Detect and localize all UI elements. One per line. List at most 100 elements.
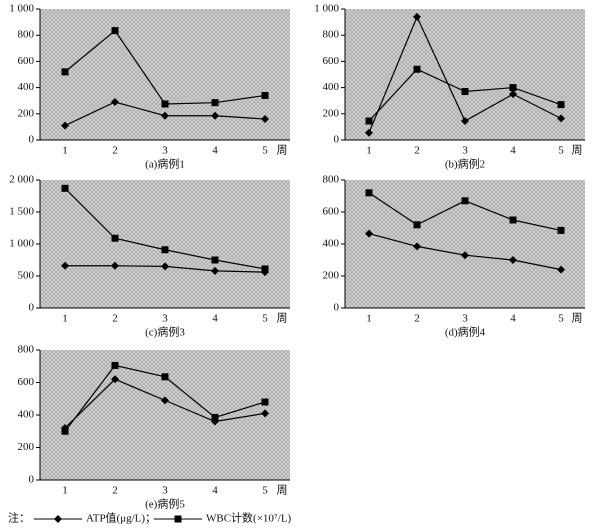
marker [211,413,219,421]
x-axis-label: 周 [277,144,288,157]
plot-area [40,180,290,308]
x-axis-label: 周 [277,312,288,325]
marker [365,229,373,238]
marker [365,189,373,197]
x-tick-label: 4 [212,313,218,325]
marker [111,261,119,270]
legend-marker [174,515,182,523]
y-tick-label: 1 500 [9,206,34,218]
marker [413,65,421,73]
x-tick-label: 3 [462,313,468,325]
marker [111,98,119,107]
x-tick-label: 5 [262,145,268,157]
y-tick-label: 600 [323,55,340,67]
x-axis-label: 周 [572,312,583,325]
marker [61,261,69,270]
marker [557,114,565,123]
marker [557,101,565,109]
y-tick-label: 0 [29,134,35,146]
x-tick-label: 4 [212,485,218,497]
marker [61,184,69,192]
marker [509,84,517,92]
marker [461,117,469,126]
marker [111,375,119,384]
marker [211,256,219,264]
y-tick-label: 0 [29,302,35,314]
x-tick-label: 3 [162,485,168,497]
x-tick-label: 2 [112,485,118,497]
y-tick-label: 200 [18,107,35,119]
legend-marker [54,515,62,523]
x-tick-label: 4 [510,313,516,325]
x-tick-label: 1 [366,313,372,325]
legend-note: 注： [8,511,30,525]
marker [211,111,219,120]
x-tick-label: 5 [558,313,564,325]
y-tick-label: 200 [323,107,340,119]
legend-label: ATP值(μg/L)； [86,512,156,525]
marker [261,265,269,273]
x-tick-label: 4 [510,145,516,157]
y-tick-label: 1 000 [9,238,34,250]
marker [161,246,169,254]
marker [365,128,373,137]
marker [413,221,421,229]
y-tick-label: 800 [18,344,35,356]
marker [111,361,119,369]
y-tick-label: 0 [334,302,340,314]
legend-label: WBC计数(×10⁷/L) [206,512,292,525]
marker [509,90,517,99]
y-tick-label: 600 [18,376,35,388]
y-tick-label: 500 [18,270,35,282]
marker [365,117,373,125]
chart-title: (d)病例4 [445,325,486,339]
y-tick-label: 0 [334,134,340,146]
x-tick-label: 1 [62,145,68,157]
marker [211,99,219,107]
marker [261,409,269,418]
y-tick-label: 800 [18,29,35,41]
y-tick-label: 400 [323,81,340,93]
x-tick-label: 3 [162,313,168,325]
x-tick-label: 5 [262,485,268,497]
x-tick-label: 1 [366,145,372,157]
y-tick-label: 800 [323,174,340,186]
marker [161,396,169,405]
y-tick-label: 0 [29,474,35,486]
marker [211,266,219,275]
x-tick-label: 2 [414,313,420,325]
y-tick-label: 400 [18,81,35,93]
x-tick-label: 2 [112,313,118,325]
x-tick-label: 1 [62,485,68,497]
x-tick-label: 3 [462,145,468,157]
marker [461,251,469,260]
marker [261,91,269,99]
marker [161,100,169,108]
x-tick-label: 5 [262,313,268,325]
y-tick-label: 2 000 [9,174,34,186]
y-tick-label: 600 [323,206,340,218]
marker [61,68,69,76]
x-tick-label: 1 [62,313,68,325]
y-tick-label: 200 [18,441,35,453]
y-tick-label: 1 000 [314,3,339,15]
y-tick-label: 400 [323,238,340,250]
marker [261,398,269,406]
marker [161,262,169,271]
x-axis-label: 周 [277,484,288,497]
marker [261,115,269,124]
marker [413,242,421,251]
y-tick-label: 200 [323,270,340,282]
x-tick-label: 2 [112,145,118,157]
marker [111,234,119,242]
marker [509,256,517,264]
chart-title: (a)病例1 [145,157,185,171]
marker [161,111,169,120]
marker [557,226,565,234]
x-tick-label: 4 [212,145,218,157]
marker [509,216,517,224]
x-tick-label: 2 [414,145,420,157]
marker [61,121,69,130]
x-tick-label: 3 [162,145,168,157]
